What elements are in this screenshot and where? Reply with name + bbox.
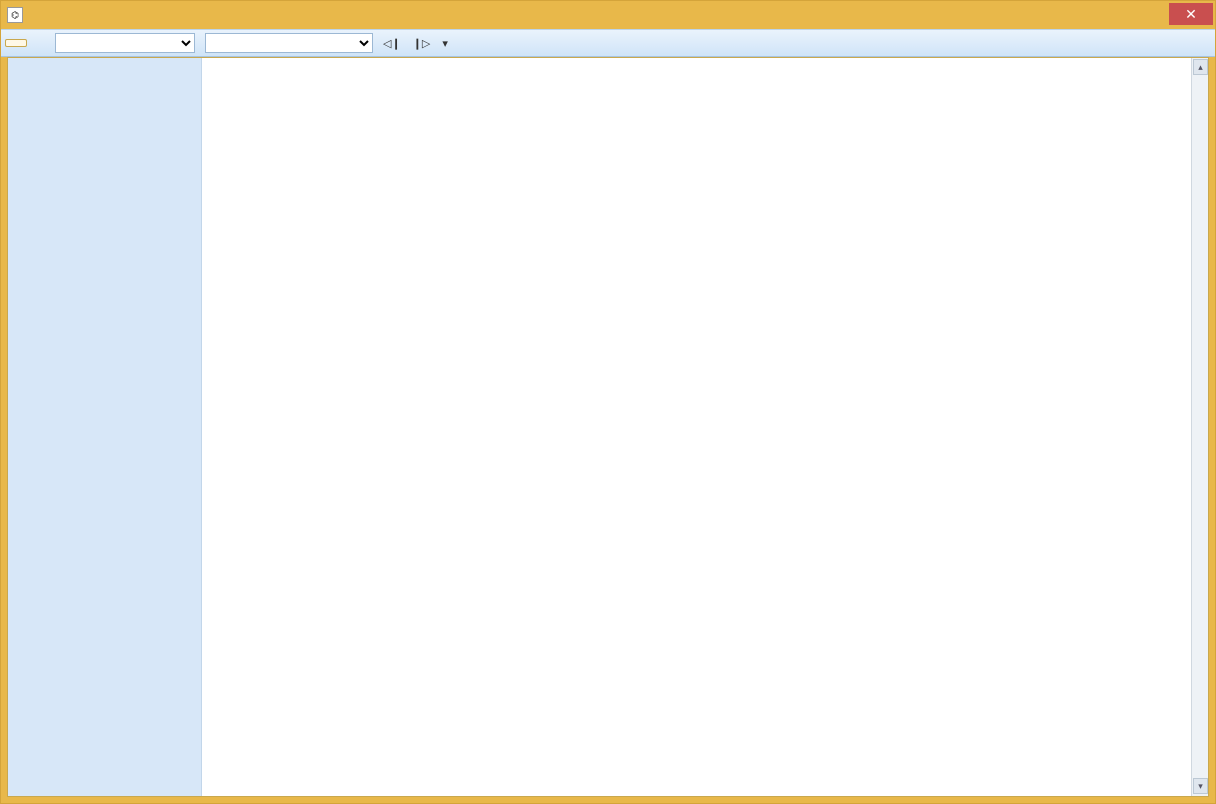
template-window: ⌬ ✕ ◁❙ ❙▷ ▾ ▴ ▾ <box>0 0 1216 804</box>
more-button[interactable]: ▾ <box>440 37 450 50</box>
scrollbar[interactable]: ▴ ▾ <box>1191 58 1208 796</box>
tab-structure[interactable] <box>5 39 27 47</box>
compound-grid <box>202 58 1191 796</box>
close-button[interactable]: ✕ <box>1169 3 1213 25</box>
scroll-up-button[interactable]: ▴ <box>1193 59 1208 75</box>
titlebar: ⌬ ✕ <box>1 1 1215 29</box>
subcategory-select[interactable] <box>205 33 373 53</box>
sidebar <box>8 58 202 796</box>
triangle-left-icon: ◁❙ <box>383 38 401 50</box>
prev-button[interactable]: ◁❙ <box>381 37 403 50</box>
scroll-down-button[interactable]: ▾ <box>1193 778 1208 794</box>
body: ▴ ▾ <box>7 57 1209 797</box>
toolbar: ◁❙ ❙▷ ▾ <box>1 29 1215 57</box>
triangle-right-icon: ❙▷ <box>413 38 431 50</box>
close-icon: ✕ <box>1185 6 1197 23</box>
next-button[interactable]: ❙▷ <box>411 37 433 50</box>
tab-draw[interactable] <box>27 39 49 47</box>
category-select[interactable] <box>55 33 195 53</box>
content: ▴ ▾ <box>202 58 1208 796</box>
dropdown-icon: ▾ <box>442 38 448 50</box>
app-icon: ⌬ <box>7 7 23 23</box>
